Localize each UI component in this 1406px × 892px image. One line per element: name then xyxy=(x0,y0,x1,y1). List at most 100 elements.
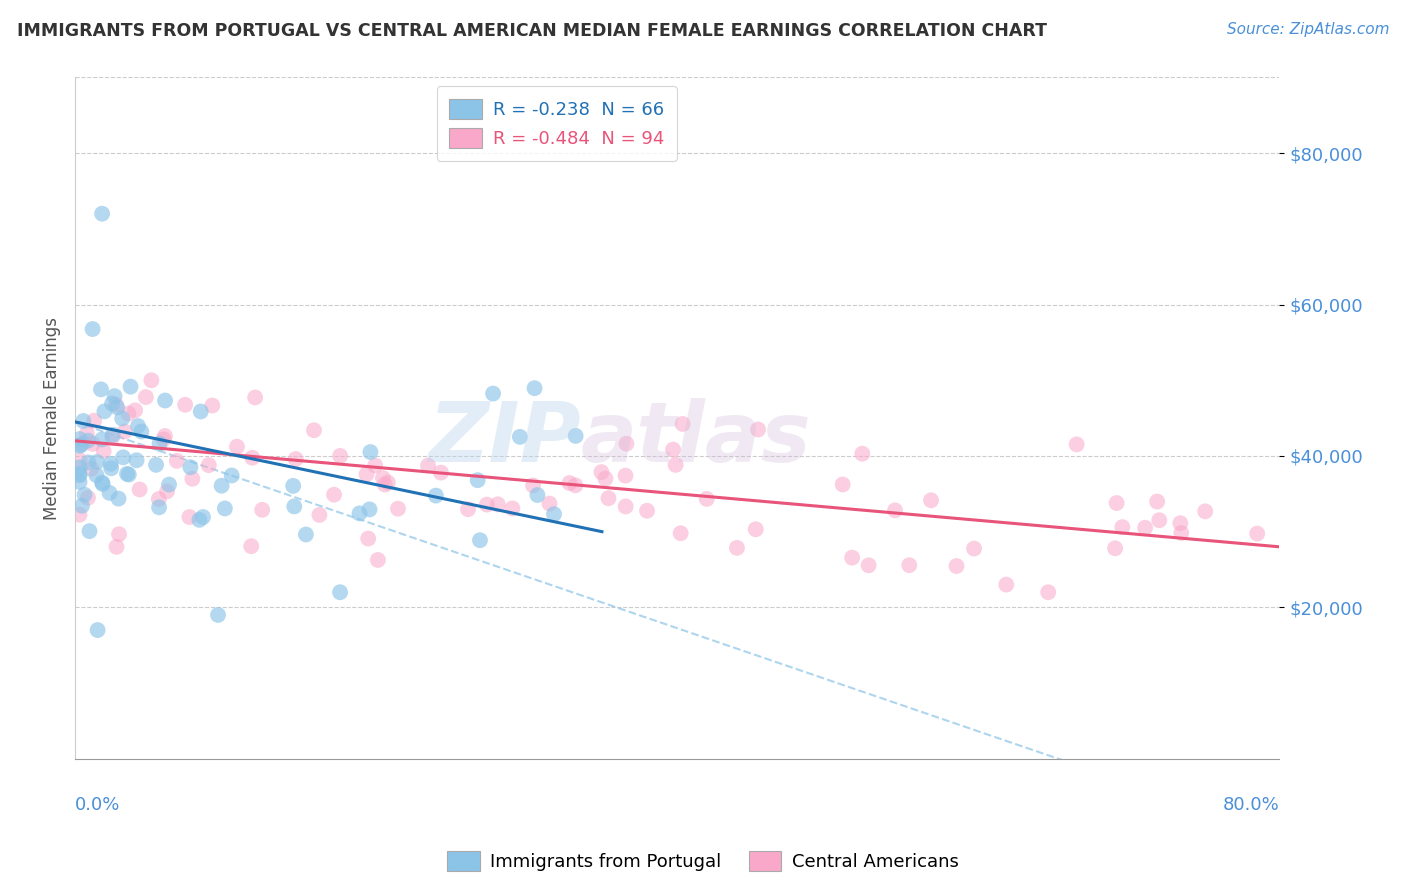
Point xyxy=(725,541,748,555)
Point xyxy=(945,559,967,574)
Point xyxy=(69,468,91,483)
Point xyxy=(284,452,307,467)
Point xyxy=(124,403,146,417)
Point xyxy=(920,493,942,508)
Point xyxy=(1149,513,1171,527)
Point xyxy=(1104,541,1126,556)
Point xyxy=(181,472,204,486)
Point xyxy=(103,389,125,403)
Point xyxy=(538,497,561,511)
Point xyxy=(179,510,201,524)
Point xyxy=(482,386,505,401)
Point xyxy=(145,458,167,472)
Point xyxy=(1146,494,1168,508)
Text: 80.0%: 80.0% xyxy=(1223,797,1279,814)
Point xyxy=(157,477,180,491)
Point xyxy=(69,508,91,522)
Point xyxy=(80,462,103,476)
Point xyxy=(127,419,149,434)
Text: Source: ZipAtlas.com: Source: ZipAtlas.com xyxy=(1226,22,1389,37)
Point xyxy=(614,468,637,483)
Legend: Immigrants from Portugal, Central Americans: Immigrants from Portugal, Central Americ… xyxy=(440,844,966,879)
Point xyxy=(522,478,544,492)
Point xyxy=(91,433,114,447)
Point xyxy=(995,577,1018,591)
Point xyxy=(70,499,93,513)
Point xyxy=(191,510,214,524)
Point xyxy=(359,445,381,459)
Point xyxy=(1246,526,1268,541)
Point xyxy=(211,479,233,493)
Point xyxy=(359,502,381,516)
Point xyxy=(135,390,157,404)
Point xyxy=(190,404,212,418)
Point xyxy=(166,454,188,468)
Point xyxy=(79,524,101,538)
Point xyxy=(526,488,548,502)
Text: ZIP: ZIP xyxy=(429,398,581,479)
Point xyxy=(851,447,873,461)
Point xyxy=(73,488,96,502)
Point xyxy=(387,501,409,516)
Point xyxy=(91,477,114,491)
Point xyxy=(90,383,112,397)
Point xyxy=(69,439,91,453)
Point xyxy=(152,433,174,447)
Point xyxy=(141,373,163,387)
Point xyxy=(558,476,581,491)
Point xyxy=(76,426,98,441)
Point xyxy=(125,453,148,467)
Point xyxy=(114,425,136,439)
Y-axis label: Median Female Earnings: Median Female Earnings xyxy=(44,317,60,520)
Point xyxy=(101,430,124,444)
Point xyxy=(283,479,305,493)
Legend: R = -0.238  N = 66, R = -0.484  N = 94: R = -0.238 N = 66, R = -0.484 N = 94 xyxy=(437,87,676,161)
Point xyxy=(884,503,907,517)
Point xyxy=(108,527,131,541)
Point xyxy=(323,488,346,502)
Point xyxy=(148,500,170,515)
Point xyxy=(69,438,91,452)
Point xyxy=(1111,520,1133,534)
Point xyxy=(69,467,91,481)
Point xyxy=(118,467,141,482)
Point xyxy=(69,453,91,467)
Point xyxy=(662,442,685,457)
Point xyxy=(963,541,986,556)
Point xyxy=(665,458,688,472)
Point xyxy=(302,423,325,437)
Point xyxy=(1105,496,1128,510)
Point xyxy=(201,399,224,413)
Point xyxy=(72,436,94,450)
Point xyxy=(105,540,128,554)
Text: IMMIGRANTS FROM PORTUGAL VS CENTRAL AMERICAN MEDIAN FEMALE EARNINGS CORRELATION : IMMIGRANTS FROM PORTUGAL VS CENTRAL AMER… xyxy=(17,22,1047,40)
Point xyxy=(416,458,439,473)
Point xyxy=(543,507,565,521)
Point xyxy=(91,475,114,490)
Point xyxy=(509,430,531,444)
Point xyxy=(367,553,389,567)
Point xyxy=(101,427,124,442)
Point xyxy=(128,483,150,497)
Point xyxy=(82,437,104,451)
Point xyxy=(858,558,880,573)
Point xyxy=(240,539,263,553)
Point xyxy=(100,457,122,471)
Point xyxy=(93,444,115,458)
Point xyxy=(77,455,100,469)
Point xyxy=(98,486,121,500)
Point xyxy=(669,526,692,541)
Point xyxy=(1133,521,1156,535)
Point xyxy=(117,407,139,421)
Point xyxy=(371,471,394,485)
Point xyxy=(86,623,108,637)
Point xyxy=(831,477,853,491)
Text: 0.0%: 0.0% xyxy=(75,797,121,814)
Point xyxy=(364,458,387,473)
Point xyxy=(101,396,124,410)
Point xyxy=(430,466,453,480)
Point xyxy=(112,450,135,465)
Point xyxy=(86,468,108,483)
Point xyxy=(83,414,105,428)
Point xyxy=(468,533,491,548)
